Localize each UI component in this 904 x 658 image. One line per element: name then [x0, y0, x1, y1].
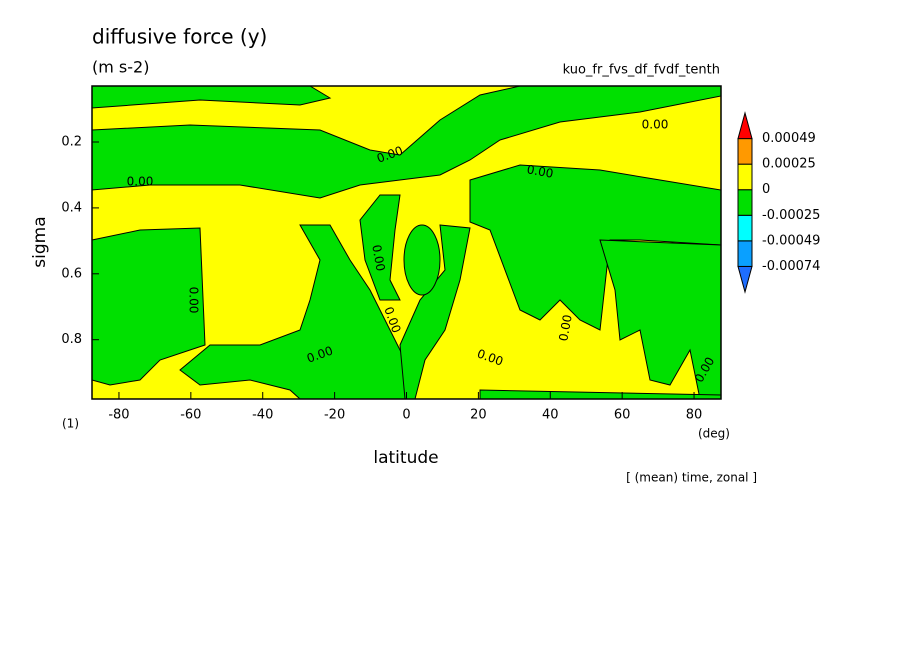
- region: [469, 164, 722, 331]
- x-tick-label: 20: [470, 408, 487, 423]
- contour-label: 0.00: [526, 162, 555, 180]
- colorbar-label: 0.00025: [762, 157, 816, 172]
- region: [91, 85, 722, 199]
- x-tick-label: -60: [180, 408, 201, 423]
- colorbar-box: [737, 189, 753, 216]
- colorbar-box: [737, 240, 753, 267]
- colorbar-label: -0.00074: [762, 259, 820, 274]
- x-unit: (deg): [698, 427, 730, 441]
- chart-title: diffusive force (y): [92, 25, 267, 49]
- region: [179, 224, 411, 400]
- colorbar-extend: [737, 111, 753, 140]
- y-unit: (1): [62, 417, 79, 431]
- colorbar-box: [737, 163, 753, 191]
- colorbar-extend: [737, 265, 753, 294]
- contour-label: 0.00: [127, 175, 154, 189]
- y-tick-label: 0.8: [61, 332, 82, 347]
- x-tick-label: 40: [542, 408, 559, 423]
- y-tick-label: 0.6: [61, 266, 82, 281]
- contour-label: 0.00: [187, 287, 201, 314]
- contour-label: 0.00: [642, 118, 669, 132]
- x-axis-label: latitude: [373, 448, 438, 468]
- colorbar-box: [737, 138, 753, 165]
- y-tick-label: 0.4: [61, 200, 82, 215]
- colorbar-label: 0.00049: [762, 131, 816, 146]
- colorbar-label: 0: [762, 182, 770, 197]
- region: [359, 194, 401, 301]
- plot-area: [91, 85, 722, 400]
- y-tick-label: 0.2: [61, 135, 82, 150]
- run-name: kuo_fr_fvs_df_fvdf_tenth: [563, 63, 720, 78]
- x-tick-label: -40: [252, 408, 273, 423]
- contour-label: 0.00: [369, 244, 387, 273]
- y-axis-label: sigma: [30, 216, 50, 267]
- colorbar-label: -0.00049: [762, 233, 820, 248]
- x-tick-label: 0: [402, 408, 410, 423]
- x-tick-label: 60: [614, 408, 631, 423]
- x-tick-label: -80: [108, 408, 129, 423]
- chart-subtitle: (m s-2): [92, 58, 149, 77]
- colorbar-label: -0.00025: [762, 208, 820, 223]
- x-tick-label: 80: [686, 408, 703, 423]
- region: [403, 224, 441, 296]
- region: [91, 227, 206, 386]
- colorbar-box: [737, 214, 753, 242]
- annotation: [ (mean) time, zonal ]: [626, 471, 757, 485]
- contour-label: 0.00: [556, 314, 574, 343]
- x-tick-label: -20: [324, 408, 345, 423]
